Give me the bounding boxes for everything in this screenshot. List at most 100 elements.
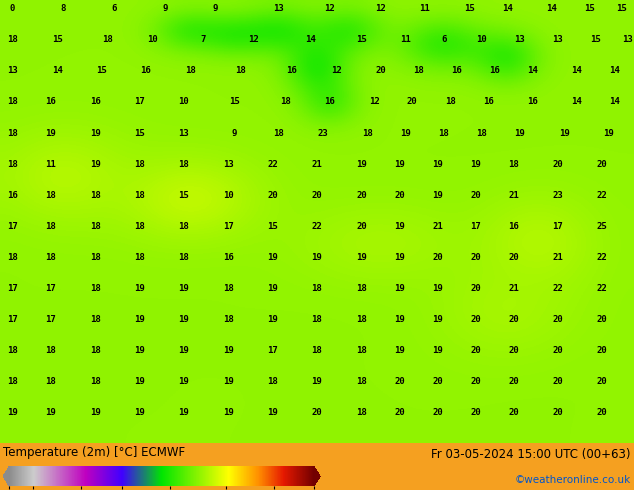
Text: 19: 19 — [179, 408, 189, 417]
Text: 20: 20 — [394, 377, 404, 386]
Text: 14: 14 — [306, 35, 316, 45]
Text: 18: 18 — [134, 253, 145, 262]
Text: 17: 17 — [46, 284, 56, 293]
Text: 18: 18 — [90, 377, 100, 386]
Text: 17: 17 — [470, 221, 481, 231]
Text: 16: 16 — [46, 98, 56, 106]
Text: 20: 20 — [597, 346, 607, 355]
Text: 20: 20 — [597, 408, 607, 417]
Text: 19: 19 — [312, 377, 322, 386]
Text: 18: 18 — [223, 284, 233, 293]
Text: 19: 19 — [470, 160, 481, 169]
Text: 22: 22 — [597, 253, 607, 262]
Text: 20: 20 — [508, 408, 519, 417]
Text: 21: 21 — [432, 221, 443, 231]
Text: 18: 18 — [179, 253, 189, 262]
Text: 23: 23 — [318, 128, 328, 138]
Text: 15: 15 — [356, 35, 366, 45]
Text: 20: 20 — [470, 284, 481, 293]
Text: 20: 20 — [508, 253, 519, 262]
Text: 23: 23 — [553, 191, 563, 199]
Text: 10: 10 — [223, 191, 233, 199]
Text: 20: 20 — [432, 377, 443, 386]
Text: 19: 19 — [268, 253, 278, 262]
Text: 20: 20 — [312, 408, 322, 417]
Text: 12: 12 — [375, 4, 385, 13]
Text: 19: 19 — [134, 408, 145, 417]
Text: 20: 20 — [470, 408, 481, 417]
Text: 18: 18 — [90, 191, 100, 199]
Text: 19: 19 — [394, 346, 404, 355]
Text: 16: 16 — [483, 98, 493, 106]
Text: 19: 19 — [134, 377, 145, 386]
Text: 19: 19 — [432, 315, 443, 324]
Text: 22: 22 — [268, 160, 278, 169]
Text: 18: 18 — [179, 160, 189, 169]
Text: 22: 22 — [312, 221, 322, 231]
Text: 17: 17 — [553, 221, 563, 231]
Text: 18: 18 — [8, 346, 18, 355]
Text: 6: 6 — [441, 35, 446, 45]
Text: 18: 18 — [439, 128, 449, 138]
Text: 8: 8 — [61, 4, 66, 13]
Text: 18: 18 — [90, 253, 100, 262]
Text: 20: 20 — [470, 191, 481, 199]
Text: 13: 13 — [179, 128, 189, 138]
Text: 18: 18 — [477, 128, 487, 138]
Text: 14: 14 — [572, 98, 582, 106]
Text: 18: 18 — [179, 221, 189, 231]
Text: 19: 19 — [134, 315, 145, 324]
Text: 19: 19 — [134, 284, 145, 293]
Text: 19: 19 — [394, 160, 404, 169]
Text: 20: 20 — [553, 315, 563, 324]
Text: 16: 16 — [489, 67, 500, 75]
Text: 10: 10 — [179, 98, 189, 106]
Text: 14: 14 — [610, 98, 620, 106]
Text: 15: 15 — [134, 128, 145, 138]
Text: 10: 10 — [147, 35, 157, 45]
Text: 25: 25 — [597, 221, 607, 231]
Text: 22: 22 — [597, 191, 607, 199]
Text: 19: 19 — [559, 128, 569, 138]
Text: 18: 18 — [445, 98, 455, 106]
Text: 19: 19 — [268, 315, 278, 324]
Text: 18: 18 — [268, 377, 278, 386]
Text: 19: 19 — [515, 128, 525, 138]
Text: 6: 6 — [112, 4, 117, 13]
Text: 18: 18 — [8, 377, 18, 386]
Text: 17: 17 — [46, 315, 56, 324]
Text: 19: 19 — [179, 346, 189, 355]
Text: 17: 17 — [134, 98, 145, 106]
Text: 18: 18 — [90, 346, 100, 355]
Text: 20: 20 — [268, 191, 278, 199]
Text: 19: 19 — [604, 128, 614, 138]
Text: 18: 18 — [46, 191, 56, 199]
Text: 20: 20 — [470, 377, 481, 386]
Text: 12: 12 — [331, 67, 341, 75]
Text: 20: 20 — [553, 377, 563, 386]
Text: 19: 19 — [90, 408, 100, 417]
Text: 19: 19 — [46, 128, 56, 138]
Text: 12: 12 — [325, 4, 335, 13]
Text: 15: 15 — [464, 4, 474, 13]
Text: 18: 18 — [134, 221, 145, 231]
Text: 19: 19 — [90, 160, 100, 169]
Text: 19: 19 — [432, 284, 443, 293]
Text: 18: 18 — [8, 253, 18, 262]
Text: 18: 18 — [46, 377, 56, 386]
Text: 16: 16 — [141, 67, 151, 75]
Text: 18: 18 — [8, 160, 18, 169]
Text: 19: 19 — [356, 160, 366, 169]
Text: 20: 20 — [553, 160, 563, 169]
Text: 19: 19 — [312, 253, 322, 262]
Text: ©weatheronline.co.uk: ©weatheronline.co.uk — [515, 475, 631, 485]
Text: 19: 19 — [179, 284, 189, 293]
Text: 20: 20 — [432, 253, 443, 262]
Text: 18: 18 — [356, 346, 366, 355]
Text: 16: 16 — [325, 98, 335, 106]
Text: 18: 18 — [356, 408, 366, 417]
Text: 22: 22 — [597, 284, 607, 293]
Text: 19: 19 — [134, 346, 145, 355]
Text: 10: 10 — [477, 35, 487, 45]
PathPatch shape — [3, 466, 10, 486]
